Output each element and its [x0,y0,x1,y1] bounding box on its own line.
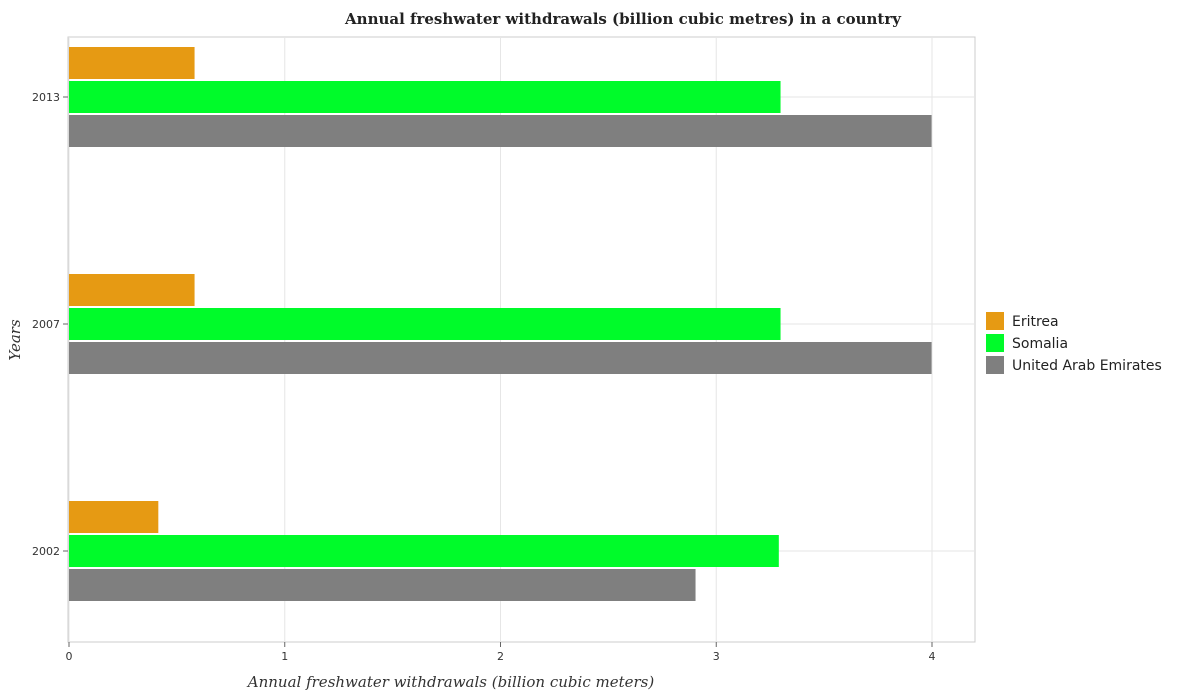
legend-label: Somalia [1012,336,1068,352]
chart-title: Annual freshwater withdrawals (billion c… [344,10,902,28]
bar-eritrea-2013 [69,47,195,79]
legend-swatch [986,312,1004,330]
y-ticks: 2002 2007 2013 [32,91,68,558]
x-ticks: 0 1 2 3 4 [66,642,936,663]
plot-frame [67,36,976,643]
legend-swatch [986,356,1004,374]
bar-united-arab-emirates-2013 [69,115,932,147]
y-tick-label: 2013 [32,91,60,104]
x-tick-label: 3 [713,650,720,663]
y-tick-label: 2007 [32,318,60,331]
x-tick-label: 1 [281,650,288,663]
bar-somalia-2013 [69,81,781,113]
legend-swatch [986,334,1004,352]
bar-eritrea-2002 [69,501,159,533]
bars [69,47,932,601]
x-tick-label: 4 [929,650,936,663]
y-axis-title: Years [6,319,24,361]
legend: Eritrea Somalia United Arab Emirates [986,312,1162,374]
x-tick-label: 0 [66,650,73,663]
bar-united-arab-emirates-2007 [69,342,932,374]
bar-somalia-2002 [69,535,779,567]
x-axis-title: Annual freshwater withdrawals (billion c… [246,673,655,691]
bar-eritrea-2007 [69,274,195,306]
bar-united-arab-emirates-2002 [69,569,696,601]
legend-label: United Arab Emirates [1012,358,1162,374]
legend-label: Eritrea [1012,314,1059,330]
x-tick-label: 2 [497,650,504,663]
y-tick-label: 2002 [32,545,60,558]
bar-somalia-2007 [69,308,781,340]
